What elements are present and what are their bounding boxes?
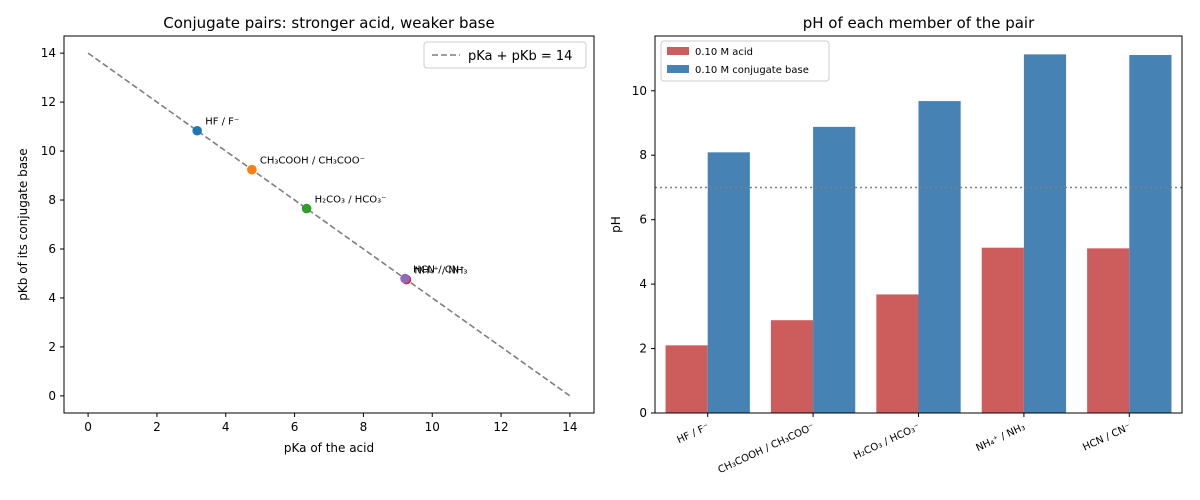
legend-swatch [667, 65, 689, 73]
scatter-chart: Conjugate pairs: stronger acid, weaker b… [16, 14, 595, 455]
data-point [192, 125, 202, 136]
y-tick-label: 10 [632, 84, 647, 98]
bar-acid [770, 320, 814, 413]
chart-title: Conjugate pairs: stronger acid, weaker b… [163, 14, 494, 32]
y-axis-label: pH [609, 216, 623, 233]
bar-conjugate-base [707, 152, 750, 414]
y-tick-label: 10 [41, 144, 56, 158]
x-tick-label: 14 [562, 420, 577, 434]
point-label: CH₃COOH / CH₃COO⁻ [260, 156, 365, 167]
reference-line [87, 52, 571, 397]
legend-label: 0.10 M conjugate base [695, 65, 809, 76]
point-label: HCN / CN⁻ [413, 265, 464, 276]
x-tick-label: 0 [84, 420, 92, 434]
plot-frame [63, 35, 595, 414]
chart-title: pH of each member of the pair [803, 14, 1035, 32]
y-tick-label: 2 [639, 342, 647, 356]
point-label: NH₄⁺ / NH₃ [414, 266, 467, 277]
data-point [247, 164, 257, 175]
data-point [301, 203, 312, 214]
bar-acid [876, 294, 919, 413]
bar-acid [665, 345, 708, 413]
legend-label: pKa + pKb = 14 [468, 49, 572, 64]
point-label: HF / F⁻ [205, 117, 239, 128]
data-point [400, 273, 410, 284]
legend-box [660, 40, 830, 82]
x-tick-label: HCN / CN⁻ [1081, 422, 1132, 454]
bar-acid [1087, 248, 1130, 413]
x-tick-label: H₂CO₃ / HCO₃⁻ [852, 422, 922, 462]
x-tick-label: 4 [222, 420, 230, 434]
y-tick-label: 2 [48, 340, 56, 354]
x-axis-label: pKa of the acid [284, 441, 374, 455]
y-tick-label: 6 [639, 213, 647, 227]
bar-chart: pH of each member of the pair 0 2 4 6 8 10 HF /… [609, 14, 1183, 476]
y-tick-label: 4 [48, 291, 56, 305]
y-tick-label: 0 [48, 389, 56, 403]
x-tick-label: NH₄⁺ / NH₃ [974, 422, 1027, 454]
x-tick-label: 8 [360, 420, 368, 434]
y-tick-label: 6 [48, 242, 56, 256]
y-tick-label: 0 [639, 406, 647, 420]
y-tick-label: 4 [639, 277, 647, 291]
point-label: H₂CO₃ / HCO₃⁻ [315, 195, 387, 206]
bar-acid [981, 247, 1024, 413]
legend-box [423, 41, 587, 69]
legend-swatch [667, 47, 689, 55]
y-axis-label: pKb of its conjugate base [16, 148, 30, 300]
x-tick-label: HF / F⁻ [675, 422, 710, 446]
legend-label: 0.10 M acid [695, 47, 753, 58]
bar-conjugate-base [813, 126, 856, 413]
y-tick-label: 8 [639, 148, 647, 162]
x-tick-label: 10 [425, 420, 440, 434]
bar-conjugate-base [918, 101, 961, 413]
x-tick-label: 2 [153, 420, 161, 434]
x-tick-label: CH₃COOH / CH₃COO⁻ [717, 422, 817, 476]
x-tick-label: 12 [493, 420, 508, 434]
x-tick-label: 6 [291, 420, 299, 434]
bar-conjugate-base [1129, 55, 1172, 414]
y-tick-label: 8 [48, 193, 56, 207]
y-tick-label: 14 [41, 46, 56, 60]
bar-conjugate-base [1023, 54, 1067, 413]
y-tick-label: 12 [41, 95, 56, 109]
